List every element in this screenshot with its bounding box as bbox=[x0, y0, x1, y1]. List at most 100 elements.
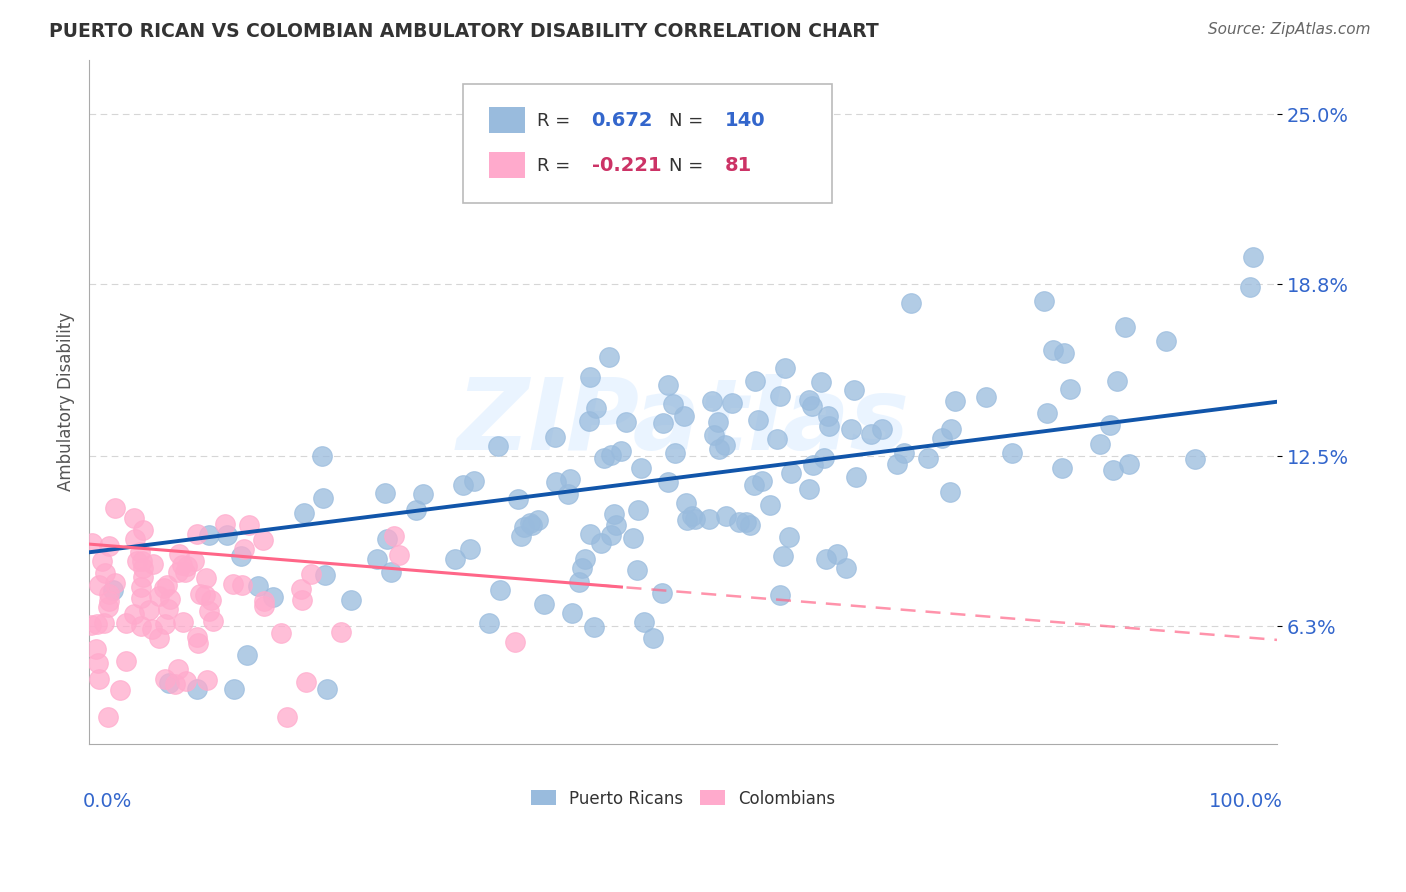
Point bbox=[167, 662, 190, 676]
Point bbox=[672, 409, 695, 423]
Point bbox=[817, 409, 839, 424]
Point bbox=[614, 415, 637, 429]
Point bbox=[315, 682, 337, 697]
Point bbox=[728, 515, 751, 529]
Point bbox=[533, 597, 555, 611]
Point bbox=[79, 617, 101, 632]
Point bbox=[561, 606, 583, 620]
Point bbox=[917, 450, 939, 465]
Text: N =: N = bbox=[669, 157, 709, 175]
Point bbox=[155, 617, 177, 632]
Point bbox=[89, 673, 111, 687]
Point bbox=[295, 675, 318, 690]
Point bbox=[651, 417, 673, 431]
Point bbox=[610, 444, 633, 458]
Point bbox=[900, 296, 922, 310]
Point bbox=[766, 432, 789, 446]
Point bbox=[583, 620, 606, 634]
Point bbox=[557, 487, 579, 501]
Point bbox=[101, 582, 124, 597]
Point bbox=[703, 427, 725, 442]
Point bbox=[931, 431, 953, 445]
Point bbox=[709, 442, 731, 456]
Point bbox=[1050, 461, 1073, 475]
Point bbox=[657, 378, 679, 392]
Point bbox=[141, 622, 163, 636]
Point bbox=[744, 374, 766, 388]
Point bbox=[844, 383, 866, 397]
Point bbox=[231, 577, 253, 591]
Point bbox=[214, 516, 236, 531]
Point bbox=[82, 535, 104, 549]
Point bbox=[735, 515, 758, 529]
Point bbox=[938, 485, 960, 500]
Point bbox=[772, 549, 794, 564]
Point bbox=[195, 673, 218, 687]
Point bbox=[312, 491, 335, 506]
Point bbox=[453, 478, 475, 492]
Point bbox=[222, 577, 245, 591]
Point bbox=[681, 508, 703, 523]
Point bbox=[478, 615, 501, 630]
Point bbox=[600, 527, 623, 541]
Point bbox=[1001, 446, 1024, 460]
Point bbox=[519, 516, 541, 530]
Point bbox=[1033, 293, 1056, 308]
Point bbox=[700, 393, 723, 408]
Point bbox=[340, 593, 363, 607]
Point bbox=[706, 415, 728, 429]
Point bbox=[252, 599, 274, 613]
Text: 0.0%: 0.0% bbox=[83, 792, 132, 811]
Point bbox=[886, 457, 908, 471]
Point bbox=[779, 466, 801, 480]
Point bbox=[156, 602, 179, 616]
FancyBboxPatch shape bbox=[489, 107, 524, 133]
Point bbox=[131, 580, 153, 594]
Point bbox=[156, 578, 179, 592]
Point bbox=[186, 630, 208, 644]
Point bbox=[661, 397, 683, 411]
Point bbox=[1090, 436, 1112, 450]
Point bbox=[813, 450, 835, 465]
Point bbox=[314, 568, 336, 582]
Point bbox=[97, 600, 120, 615]
Point bbox=[253, 594, 276, 608]
Point bbox=[188, 586, 211, 600]
Point bbox=[98, 539, 121, 553]
Point bbox=[1184, 452, 1206, 467]
Point bbox=[683, 512, 706, 526]
Point bbox=[839, 422, 862, 436]
Point bbox=[131, 570, 153, 584]
Point bbox=[127, 554, 149, 568]
Point bbox=[183, 554, 205, 568]
Point bbox=[593, 450, 616, 465]
Point bbox=[797, 393, 820, 408]
Point bbox=[87, 578, 110, 592]
Point bbox=[1118, 457, 1140, 471]
Point bbox=[818, 419, 841, 434]
Point bbox=[148, 589, 170, 603]
Point bbox=[571, 561, 593, 575]
Point bbox=[388, 548, 411, 562]
Point bbox=[626, 563, 648, 577]
Point bbox=[651, 585, 673, 599]
Point bbox=[311, 449, 333, 463]
Point bbox=[115, 654, 138, 668]
Point bbox=[810, 375, 832, 389]
Point bbox=[1099, 418, 1122, 433]
Point bbox=[598, 351, 620, 365]
Point bbox=[759, 498, 782, 512]
Point bbox=[382, 528, 405, 542]
Point bbox=[86, 616, 108, 631]
Point bbox=[676, 513, 699, 527]
Point bbox=[115, 616, 138, 631]
Point bbox=[1241, 250, 1264, 264]
Text: R =: R = bbox=[537, 112, 576, 129]
Point bbox=[513, 520, 536, 534]
Point bbox=[128, 545, 150, 559]
Text: ZIPatlas: ZIPatlas bbox=[457, 374, 910, 471]
Text: 100.0%: 100.0% bbox=[1209, 792, 1282, 811]
Point bbox=[627, 503, 650, 517]
Point bbox=[589, 536, 612, 550]
Point bbox=[1101, 463, 1123, 477]
